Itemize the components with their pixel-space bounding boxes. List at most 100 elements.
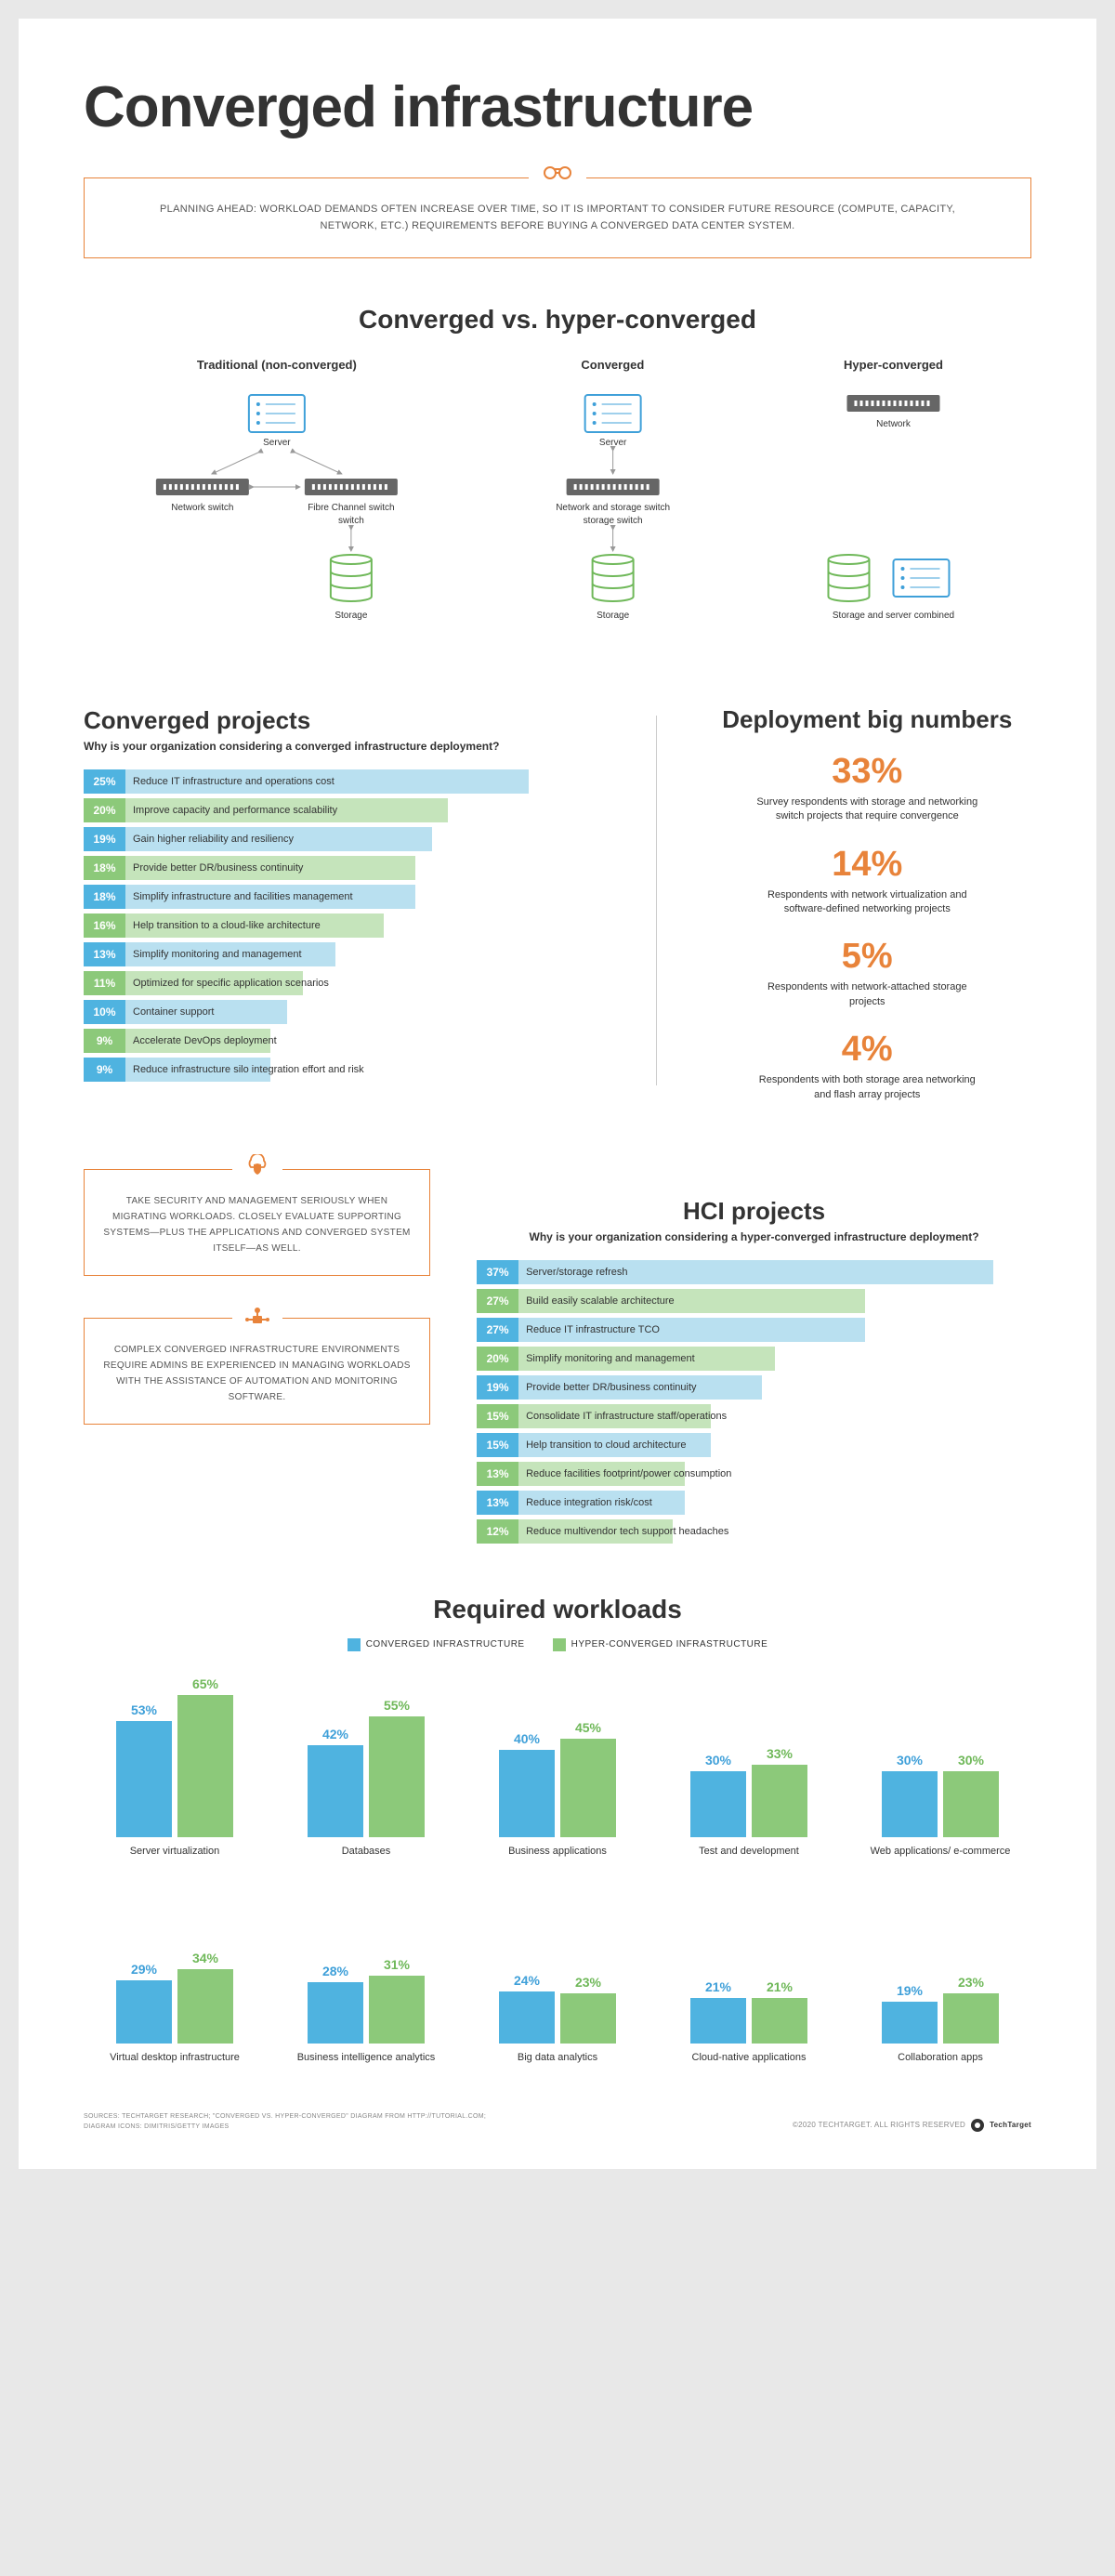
- hbar-row: 18% Provide better DR/business continuit…: [84, 856, 610, 880]
- workload-label: Databases: [275, 1845, 457, 1858]
- converged-projects-chart: Converged projects Why is your organizat…: [84, 678, 610, 1123]
- workload-bar-ci: 24%: [499, 1991, 555, 2044]
- hbar-label: Server/storage refresh: [526, 1267, 627, 1278]
- hbar-label: Accelerate DevOps deployment: [133, 1035, 277, 1046]
- hbar-pct: 19%: [477, 1375, 518, 1400]
- big-num-value: 4%: [703, 1030, 1031, 1070]
- converged-svg: Server Network and storage switch storag…: [489, 386, 737, 627]
- hbar-pct: 10%: [84, 1000, 125, 1024]
- hbar-bar-wrap: Provide better DR/business continuity: [125, 856, 610, 880]
- workload-bars: 28% 31%: [275, 1886, 457, 2044]
- hbar-pct: 9%: [84, 1029, 125, 1053]
- vertical-divider: [656, 716, 657, 1085]
- hbar-pct: 18%: [84, 856, 125, 880]
- hbar-pct: 37%: [477, 1260, 518, 1284]
- hbar-bar-wrap: Provide better DR/business continuity: [518, 1375, 1031, 1400]
- hbar-bar-wrap: Simplify monitoring and management: [518, 1347, 1031, 1371]
- workload-bar-ci: 30%: [882, 1771, 938, 1837]
- big-num-desc: Respondents with both storage area netwo…: [755, 1073, 978, 1102]
- workload-bar-ci: 28%: [308, 1982, 363, 2044]
- callouts-hci-row: TAKE SECURITY AND MANAGEMENT SERIOUSLY W…: [84, 1169, 1031, 1548]
- hbar-bar-wrap: Reduce integration risk/cost: [518, 1491, 1031, 1515]
- hbar-row: 11% Optimized for specific application s…: [84, 971, 610, 995]
- hbar-pct: 11%: [84, 971, 125, 995]
- diagram-traditional: Traditional (non-converged) Server: [84, 358, 470, 632]
- hbar-label: Help transition to a cloud-like architec…: [133, 920, 321, 931]
- workload-cell: 30% 33% Test and development: [658, 1679, 840, 1858]
- hbar-row: 18% Simplify infrastructure and faciliti…: [84, 885, 610, 909]
- workload-bars: 42% 55%: [275, 1679, 457, 1837]
- hbar-pct: 20%: [84, 798, 125, 822]
- workload-bar-ci: 30%: [690, 1771, 746, 1837]
- workload-cell: 30% 30% Web applications/ e-commerce: [849, 1679, 1031, 1858]
- hbar-pct: 15%: [477, 1404, 518, 1428]
- hbar-label: Reduce IT infrastructure TCO: [526, 1324, 660, 1335]
- hbar-pct: 19%: [84, 827, 125, 851]
- traditional-svg: Server Network switch Fibre Channel swit…: [84, 386, 470, 627]
- hbar-pct: 18%: [84, 885, 125, 909]
- hbar-pct: 15%: [477, 1433, 518, 1457]
- hbar-pct: 13%: [477, 1491, 518, 1515]
- workload-bar-hci: 34%: [177, 1969, 233, 2044]
- planning-callout: PLANNING AHEAD: WORKLOAD DEMANDS OFTEN I…: [84, 177, 1031, 258]
- hyperconverged-svg: Network Storage and server comb: [755, 386, 1031, 627]
- hbar-label: Help transition to cloud architecture: [526, 1439, 686, 1451]
- comparison-title: Converged vs. hyper-converged: [84, 305, 1031, 335]
- hbar-bar-wrap: Help transition to cloud architecture: [518, 1433, 1031, 1457]
- legend-ci: CONVERGED INFRASTRUCTURE: [348, 1638, 525, 1651]
- workload-cell: 21% 21% Cloud-native applications: [658, 1886, 840, 2064]
- workload-cell: 19% 23% Collaboration apps: [849, 1886, 1031, 2064]
- hbar-bar-wrap: Improve capacity and performance scalabi…: [125, 798, 610, 822]
- workload-bars: 21% 21%: [658, 1886, 840, 2044]
- workload-bar-hci: 23%: [943, 1993, 999, 2044]
- big-num-value: 14%: [703, 845, 1031, 885]
- hbar-pct: 13%: [84, 942, 125, 966]
- hbar-bar-wrap: Simplify infrastructure and facilities m…: [125, 885, 610, 909]
- hbar-label: Reduce IT infrastructure and operations …: [133, 776, 334, 787]
- hbar-pct: 16%: [84, 913, 125, 938]
- main-title: Converged infrastructure: [84, 74, 1031, 140]
- hbar-pct: 12%: [477, 1519, 518, 1544]
- hbar-bar-wrap: Simplify monitoring and management: [125, 942, 610, 966]
- workload-cell: 40% 45% Business applications: [466, 1679, 649, 1858]
- workloads-section: Required workloads CONVERGED INFRASTRUCT…: [84, 1595, 1031, 2065]
- hbar-label: Consolidate IT infrastructure staff/oper…: [526, 1411, 727, 1422]
- workload-bar-ci: 42%: [308, 1745, 363, 1837]
- comparison-section: Converged vs. hyper-converged Traditiona…: [84, 305, 1031, 632]
- workload-bar-hci: 33%: [752, 1765, 807, 1837]
- diagram-converged: Converged Server Network and storage swi…: [489, 358, 737, 632]
- workload-label: Business intelligence analytics: [275, 2051, 457, 2064]
- workload-bars: 53% 65%: [84, 1679, 266, 1837]
- big-num-value: 33%: [703, 752, 1031, 792]
- hbar-label: Improve capacity and performance scalabi…: [133, 805, 337, 816]
- hbar-label: Simplify monitoring and management: [133, 949, 302, 960]
- hbar-label: Provide better DR/business continuity: [526, 1382, 696, 1393]
- big-num-desc: Survey respondents with storage and netw…: [755, 795, 978, 824]
- hbar-row: 15% Help transition to cloud architectur…: [477, 1433, 1031, 1457]
- workload-label: Collaboration apps: [849, 2051, 1031, 2064]
- hbar-bar-wrap: Help transition to a cloud-like architec…: [125, 913, 610, 938]
- workload-label: Server virtualization: [84, 1845, 266, 1858]
- hbar-label: Container support: [133, 1006, 214, 1018]
- hbar-bar-wrap: Consolidate IT infrastructure staff/oper…: [518, 1404, 1031, 1428]
- big-numbers-section: Deployment big numbers 33% Survey respon…: [703, 678, 1031, 1123]
- hbar-row: 25% Reduce IT infrastructure and operati…: [84, 769, 610, 794]
- hbar-row: 27% Reduce IT infrastructure TCO: [477, 1318, 1031, 1342]
- hbar-row: 19% Provide better DR/business continuit…: [477, 1375, 1031, 1400]
- big-num-item: 14% Respondents with network virtualizat…: [703, 845, 1031, 917]
- big-num-desc: Respondents with network-attached storag…: [755, 980, 978, 1009]
- workload-bar-hci: 30%: [943, 1771, 999, 1837]
- hbar-row: 20% Improve capacity and performance sca…: [84, 798, 610, 822]
- workload-bar-hci: 21%: [752, 1998, 807, 2044]
- comparison-diagrams: Traditional (non-converged) Server: [84, 358, 1031, 632]
- hbar-bar-wrap: Reduce facilities footprint/power consum…: [518, 1462, 1031, 1486]
- hbar-row: 13% Simplify monitoring and management: [84, 942, 610, 966]
- workload-cell: 29% 34% Virtual desktop infrastructure: [84, 1886, 266, 2064]
- automation-icon: [232, 1303, 282, 1332]
- hbar-label: Gain higher reliability and resiliency: [133, 834, 294, 845]
- workload-bar-ci: 29%: [116, 1980, 172, 2044]
- hbar-pct: 20%: [477, 1347, 518, 1371]
- hbar-label: Simplify monitoring and management: [526, 1353, 695, 1364]
- callout-security: TAKE SECURITY AND MANAGEMENT SERIOUSLY W…: [84, 1169, 430, 1276]
- hbar-label: Provide better DR/business continuity: [133, 862, 303, 874]
